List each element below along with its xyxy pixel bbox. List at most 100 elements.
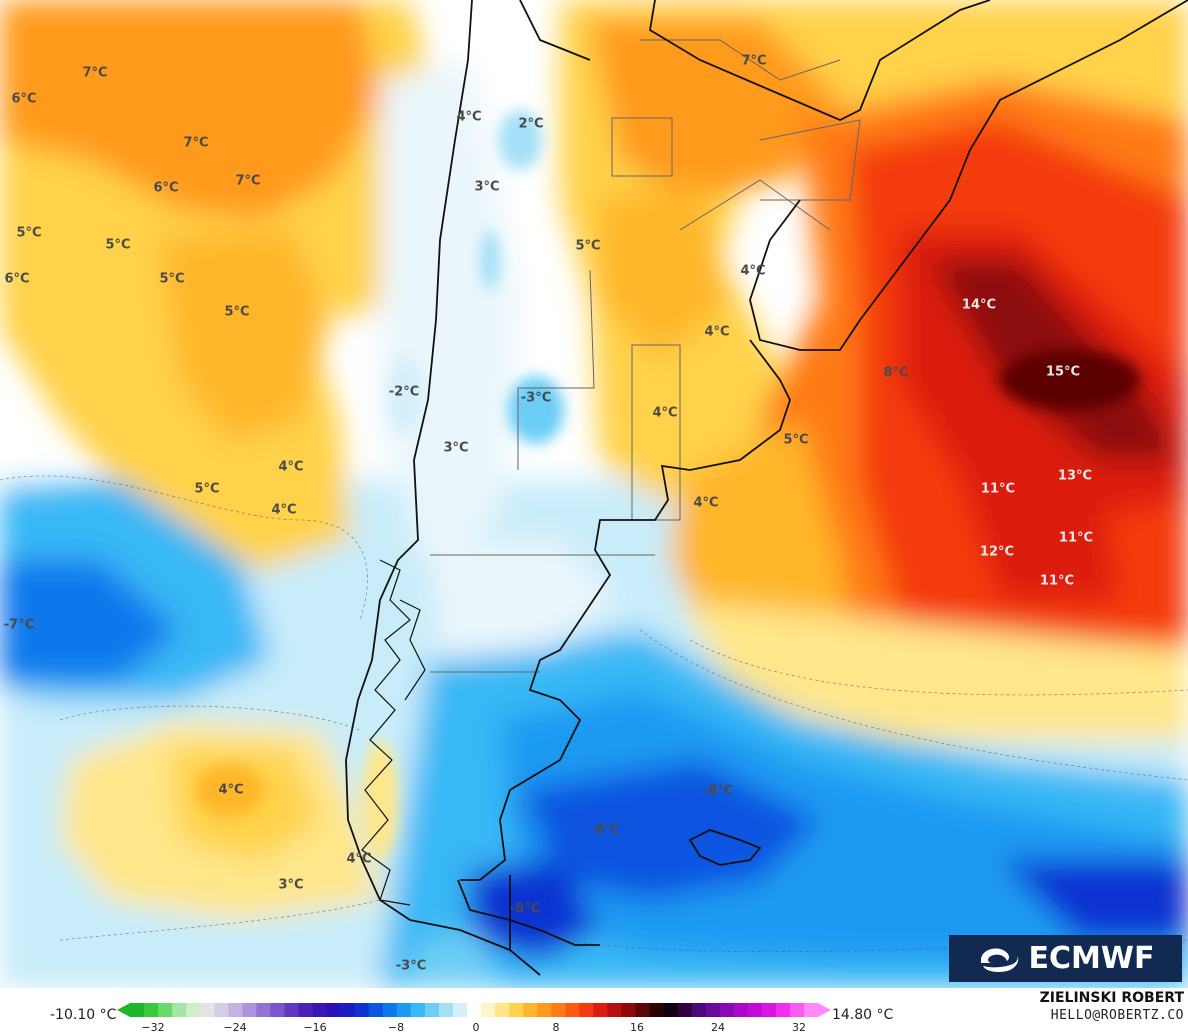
temperature-label: 7°C: [741, 53, 767, 69]
temperature-label: 4°C: [740, 263, 766, 279]
colorbar-swatch: [186, 1003, 201, 1017]
colorbar-swatch: [200, 1003, 215, 1017]
colorbar-swatch: [158, 1003, 173, 1017]
province-borders: [430, 39, 861, 673]
colorbar-tick-label: −24: [223, 1021, 247, 1034]
temperature-label: 11°C: [1039, 573, 1075, 589]
colorbar-min-label: -10.10 °C: [50, 1007, 117, 1023]
temperature-label: 5°C: [224, 304, 250, 320]
temperature-label: -3°C: [520, 390, 552, 406]
temperature-label: 4°C: [271, 502, 297, 518]
map-canvas: [0, 0, 1188, 988]
temperature-label: 4°C: [652, 405, 678, 421]
colorbar-tick-label: −8: [387, 1021, 405, 1034]
colorbar-swatch: [803, 1003, 819, 1017]
temperature-label: 7°C: [235, 173, 261, 189]
colorbar-swatch: [312, 1003, 328, 1017]
temperature-label: -8°C: [702, 783, 734, 799]
temperature-label: 8°C: [883, 365, 909, 381]
colorbar-swatch: [410, 1003, 426, 1017]
ecmwf-swirl-icon: [980, 947, 1018, 972]
colorbar-swatch: [481, 1003, 496, 1017]
colorbar-max-label: 14.80 °C: [832, 1007, 894, 1023]
colorbar: [117, 1003, 831, 1017]
colorbar-swatch: [298, 1003, 314, 1017]
temperature-label: 5°C: [783, 432, 809, 448]
temperature-label: 6°C: [153, 180, 179, 196]
colorbar-swatch: [635, 1003, 651, 1017]
colorbar-swatch: [144, 1003, 159, 1017]
temperature-label: 6°C: [4, 271, 30, 287]
colorbar-swatch: [677, 1003, 693, 1017]
colorbar-tick-label: 0: [472, 1021, 480, 1034]
temperature-map: 7°C 6°C 7°C 6°C 7°C 5°C 5°C 6°C 5°C 5°C 4°C 5°C 4°C 4…: [0, 0, 1188, 988]
colorbar-tick-label: 24: [711, 1021, 725, 1034]
colorbar-swatch: [368, 1003, 384, 1017]
colorbar-swatch: [466, 1003, 482, 1017]
colorbar-swatch: [789, 1003, 805, 1017]
colorbar-swatch: [354, 1003, 370, 1017]
temperature-label: 5°C: [159, 271, 185, 287]
colorbar-swatch: [775, 1003, 791, 1017]
temperature-label: -2°C: [388, 384, 420, 400]
temperature-label: 5°C: [105, 237, 131, 253]
colorbar-swatch: [382, 1003, 398, 1017]
temperature-label: -8°C: [509, 901, 541, 917]
temperature-label: 12°C: [979, 544, 1015, 560]
colorbar-swatch: [228, 1003, 243, 1017]
temperature-field-detail: [196, 110, 1140, 860]
colorbar-swatch: [424, 1003, 440, 1017]
temperature-label: 7°C: [183, 135, 209, 151]
temperature-label: 4°C: [278, 459, 304, 475]
temperature-label: 3°C: [474, 179, 500, 195]
temperature-label: 14°C: [961, 297, 997, 313]
colorbar-max-arrow: [818, 1003, 831, 1017]
temperature-label: 11°C: [980, 481, 1016, 497]
temperature-label: 3°C: [278, 877, 304, 893]
colorbar-tick-label: 32: [792, 1021, 806, 1034]
colorbar-swatch: [242, 1003, 257, 1017]
colorbar-swatch: [761, 1003, 777, 1017]
colorbar-swatch: [733, 1003, 749, 1017]
colorbar-swatch: [719, 1003, 735, 1017]
colorbar-swatch: [705, 1003, 721, 1017]
temperature-label: 4°C: [218, 782, 244, 798]
colorbar-swatch: [523, 1003, 538, 1017]
colorbar-swatch: [579, 1003, 594, 1017]
temperature-label: 13°C: [1057, 468, 1093, 484]
colorbar-swatch: [565, 1003, 580, 1017]
colorbar-swatch: [284, 1003, 299, 1017]
colorbar-swatch: [607, 1003, 622, 1017]
temperature-label: 4°C: [346, 851, 372, 867]
colorbar-swatch: [452, 1003, 468, 1017]
author-credit: ZIELINSKI ROBERT: [1039, 990, 1184, 1006]
colorbar-swatch: [396, 1003, 412, 1017]
colorbar-swatch: [663, 1003, 679, 1017]
colorbar-swatch: [593, 1003, 608, 1017]
temperature-label: -7°C: [3, 617, 35, 633]
colorbar-swatch: [495, 1003, 510, 1017]
colorbar-swatch: [326, 1003, 342, 1017]
temperature-label: 5°C: [16, 225, 42, 241]
colorbar-min-arrow: [117, 1003, 130, 1017]
temperature-label: 15°C: [1045, 364, 1081, 380]
colorbar-swatch: [130, 1003, 145, 1017]
temperature-label: -3°C: [395, 958, 427, 974]
colorbar-swatch: [747, 1003, 763, 1017]
colorbar-swatch: [551, 1003, 566, 1017]
temperature-field: [0, 0, 1188, 988]
colorbar-tick-label: −16: [303, 1021, 327, 1034]
colorbar-swatch: [649, 1003, 665, 1017]
colorbar-tick-label: −32: [141, 1021, 165, 1034]
temperature-label: 7°C: [82, 65, 108, 81]
temperature-label: 4°C: [704, 324, 730, 340]
coastline: [345, 0, 1188, 976]
colorbar-swatch: [340, 1003, 356, 1017]
temperature-label: 4°C: [693, 495, 719, 511]
colorbar-swatch: [691, 1003, 707, 1017]
ecmwf-logo: ECMWF: [949, 935, 1182, 982]
ecmwf-logo-text: ECMWF: [1028, 941, 1155, 976]
colorbar-swatch: [270, 1003, 285, 1017]
temperature-label: 6°C: [11, 91, 37, 107]
temperature-label: 3°C: [443, 440, 469, 456]
